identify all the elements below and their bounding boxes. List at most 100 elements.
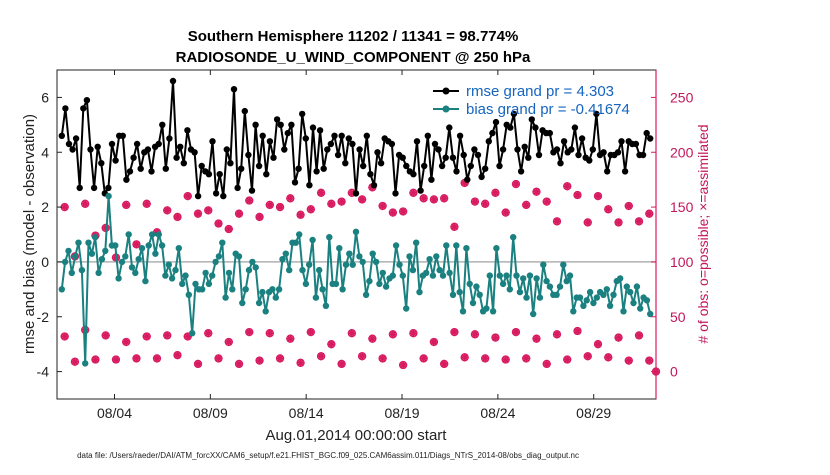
rmse-point [647, 135, 654, 142]
bias-point [433, 253, 440, 260]
obs-count-low-marker-ring [645, 356, 654, 365]
obs-count-high-marker-stroke [584, 219, 592, 226]
rmse-point [313, 168, 320, 175]
bias-point [299, 266, 306, 274]
bias-point [209, 272, 216, 279]
bias-point [530, 310, 537, 318]
bias-point [566, 272, 574, 279]
obs-count-low-marker [563, 355, 572, 364]
bias-point [463, 245, 470, 252]
rmse-point [191, 149, 198, 156]
rmse-point [72, 135, 80, 142]
rmse-point [517, 168, 525, 175]
obs-count-low-marker-stroke [235, 360, 243, 368]
rmse-point [94, 143, 101, 150]
bias-point [322, 302, 330, 309]
rmse-point [234, 184, 241, 192]
y2-tick-label: 250 [670, 89, 694, 105]
obs-count-low-marker [604, 353, 613, 362]
obs-count-low-marker-ring [152, 354, 162, 363]
obs-count-high-marker-ring [163, 206, 172, 215]
obs-count-low-marker-stroke [215, 354, 222, 362]
obs-count-high-marker-stroke [430, 195, 438, 203]
obs-count-low-marker [481, 354, 490, 363]
obs-count-low-marker [316, 352, 326, 361]
x-tick-label: 08/19 [385, 405, 420, 421]
bias-point [88, 250, 96, 257]
obs-count-low-marker-ring [409, 329, 418, 338]
bias-point [262, 308, 269, 315]
rmse-point [155, 140, 162, 148]
obs-count-low-marker [91, 355, 100, 364]
bias-point [606, 302, 614, 309]
obs-count-high-marker-stroke [297, 211, 305, 219]
bias-point [162, 272, 169, 279]
bias-point [199, 286, 206, 293]
obs-count-low-marker [101, 331, 110, 340]
bias-point [436, 266, 443, 274]
obs-count-low-marker-stroke [399, 361, 407, 369]
obs-count-low-marker-stroke [553, 330, 561, 338]
obs-count-low-marker-ring [337, 359, 346, 369]
bias-point [356, 253, 363, 260]
obs-count-high-marker-ring [542, 197, 551, 206]
bias-point [443, 242, 450, 249]
rmse-point [370, 182, 378, 189]
bias-point [225, 269, 233, 277]
obs-count-high-marker-stroke [235, 210, 243, 218]
bias-point [563, 277, 570, 285]
bias-point [506, 286, 513, 293]
obs-count-high-marker [440, 194, 449, 203]
legend-bias-label: bias grand pr = -0.41674 [466, 101, 630, 118]
obs-count-high-marker-stroke [512, 180, 520, 188]
y2-axis-label: # of obs: o=possible; ×=assimilated [695, 124, 711, 343]
obs-count-high-marker-ring [573, 190, 582, 200]
obs-count-low-marker-stroke [625, 357, 633, 365]
bias-point [75, 239, 82, 246]
bias-point [516, 288, 524, 296]
y-tick-label: 4 [41, 144, 49, 160]
bias-point [476, 291, 483, 298]
bias-point [620, 308, 627, 315]
obs-count-low-marker [491, 333, 500, 342]
bias-point [82, 360, 89, 367]
obs-count-high-marker-stroke [317, 189, 325, 197]
rmse-point [194, 192, 202, 200]
rmse-point [367, 171, 374, 178]
rmse-point [62, 105, 69, 112]
obs-count-low-marker-ring [122, 337, 131, 347]
bias-point [128, 264, 136, 271]
obs-count-high-marker [275, 202, 285, 212]
obs-count-low-marker-ring [183, 332, 192, 341]
obs-count-high-marker-stroke [574, 191, 581, 199]
obs-count-low-marker-ring [142, 332, 151, 341]
rmse-point [342, 160, 349, 167]
obs-count-low-marker-stroke [174, 351, 181, 359]
obs-count-low-marker-ring [163, 331, 172, 340]
bias-point [590, 299, 597, 307]
bias-point [118, 258, 126, 266]
rmse-point [618, 138, 625, 145]
obs-count-high-marker-ring [440, 194, 449, 203]
obs-count-low-marker-stroke [635, 331, 643, 339]
obs-count-low-marker-stroke [122, 338, 130, 346]
obs-count-high-marker-ring [122, 200, 131, 210]
rmse-point [130, 154, 137, 161]
obs-count-high-marker-stroke [594, 192, 602, 200]
obs-count-high-marker [163, 206, 172, 215]
obs-count-high-marker-ring [563, 182, 572, 191]
obs-count-low-marker-stroke [133, 354, 140, 362]
obs-count-low-marker-stroke [481, 354, 489, 362]
obs-count-low-marker-ring [316, 352, 326, 361]
bias-point [239, 299, 246, 307]
obs-count-high-marker-stroke [61, 203, 69, 211]
rmse-point [76, 184, 83, 192]
bias-series [58, 192, 654, 367]
obs-count-low-marker [193, 359, 203, 369]
obs-count-low-marker-ring [275, 354, 285, 363]
bias-point [215, 253, 223, 260]
bias-point [252, 264, 259, 271]
obs-count-low-marker-ring [470, 330, 480, 339]
rmse-point [223, 146, 230, 153]
